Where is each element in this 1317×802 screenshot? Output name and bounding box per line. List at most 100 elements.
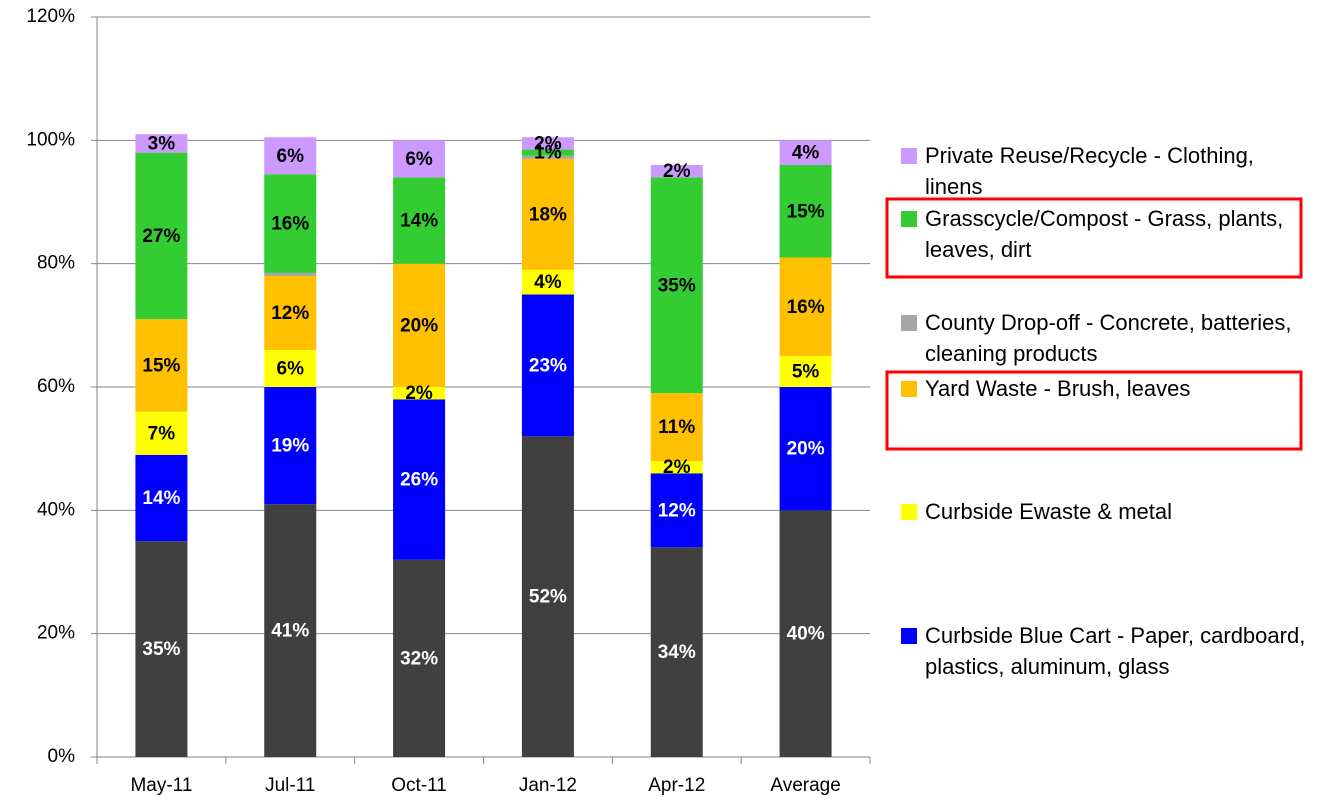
data-label: 20% (787, 439, 825, 460)
data-label: 20% (400, 315, 438, 336)
data-label: 23% (529, 355, 567, 376)
legend-swatch (901, 211, 917, 227)
y-tick-label: 120% (26, 6, 75, 27)
bar-segment (264, 174, 317, 273)
bar-segment (521, 137, 574, 150)
legend-label: Curbside Blue Cart - Paper, cardboard, p… (925, 623, 1306, 679)
bar-segment (135, 152, 188, 320)
legend-swatch (901, 504, 917, 520)
bar-segment (264, 137, 317, 175)
x-tick-label: Jan-12 (519, 775, 577, 796)
data-label: 15% (787, 201, 825, 222)
data-label: 34% (658, 642, 696, 663)
x-tick-label: May-11 (130, 775, 192, 796)
bar-segment (393, 399, 446, 560)
data-label: 14% (400, 211, 438, 232)
legend-label: Private Reuse/Recycle - Clothing, linens (925, 143, 1254, 199)
x-tick-label: Average (770, 775, 840, 796)
data-label: 16% (271, 214, 309, 235)
bar-segment (779, 510, 832, 757)
data-label: 5% (792, 362, 820, 383)
data-label: 18% (529, 204, 567, 225)
bar-segment (264, 387, 317, 505)
x-tick-label: Apr-12 (648, 775, 705, 796)
data-label: 2% (405, 383, 433, 404)
data-label: 12% (271, 303, 309, 324)
data-label: 7% (148, 423, 176, 444)
y-tick-label: 100% (26, 129, 75, 150)
x-tick-label: Jul-11 (265, 775, 315, 796)
y-tick-label: 0% (48, 746, 76, 767)
bar-segment (779, 387, 832, 511)
data-label: 32% (400, 648, 438, 669)
legend-label: Yard Waste - Brush, leaves (925, 376, 1191, 401)
x-tick-label: Oct-11 (391, 775, 447, 796)
legend-label: Curbside Ewaste & metal (925, 499, 1172, 524)
legend-swatch (901, 148, 917, 164)
data-label: 2% (663, 457, 691, 478)
legend-label: Grasscycle/Compost - Grass, plants, leav… (925, 206, 1284, 262)
data-label: 4% (792, 143, 820, 164)
y-tick-label: 40% (37, 499, 75, 520)
bar-segment (779, 140, 832, 165)
bar-segment (521, 158, 574, 270)
bar-segment (650, 177, 703, 394)
bar-segment (521, 269, 574, 295)
bar-segment (521, 436, 574, 757)
y-tick-label: 80% (37, 253, 75, 274)
legend-label: County Drop-off - Concrete, batteries, c… (925, 310, 1292, 366)
bar-segment (135, 411, 188, 455)
legend-swatch (901, 381, 917, 397)
bar-segment (521, 294, 574, 437)
bar-segment (521, 149, 574, 156)
bar-segment (650, 547, 703, 757)
data-label: 16% (787, 297, 825, 318)
y-tick-label: 60% (37, 376, 75, 397)
bar-segment (135, 541, 188, 757)
bar-segment (393, 559, 446, 757)
bar-segment (264, 276, 317, 350)
bar-segment (521, 155, 574, 159)
data-label: 52% (529, 587, 567, 608)
highlight-box (885, 197, 1303, 279)
data-label: 40% (787, 624, 825, 645)
data-label: 4% (534, 272, 562, 293)
bar-segment (135, 319, 188, 412)
highlight-box (885, 370, 1303, 451)
data-label: 11% (658, 417, 695, 438)
data-label: 35% (658, 275, 696, 296)
bar-segment (393, 140, 446, 178)
bar-segment (135, 134, 188, 153)
data-label: 26% (400, 470, 438, 491)
data-label: 2% (663, 161, 691, 182)
bar-segment (393, 263, 446, 387)
bar-segment (650, 393, 703, 461)
bar-segment (135, 454, 188, 542)
data-label: 6% (277, 359, 305, 380)
data-label: 35% (142, 639, 180, 660)
bar-segment (650, 165, 703, 178)
bar-segment (650, 461, 703, 474)
bar-segment (650, 473, 703, 548)
bar-segment (264, 504, 317, 757)
bar-segment (779, 356, 832, 387)
bar-segment (264, 350, 317, 387)
data-label: 15% (142, 355, 180, 376)
data-label: 3% (148, 133, 176, 154)
data-label: 6% (277, 146, 305, 167)
legend-swatch (901, 628, 917, 644)
legend-swatch (901, 315, 917, 331)
y-tick-label: 20% (37, 623, 75, 644)
data-label: 6% (405, 149, 433, 170)
bar-segment (393, 387, 446, 400)
bar-segment (779, 257, 832, 357)
data-label: 12% (658, 500, 696, 521)
bar-segment (264, 272, 317, 276)
data-label: 27% (142, 226, 180, 247)
data-label: 19% (271, 436, 309, 457)
data-label: 14% (142, 488, 180, 509)
bar-segment (393, 177, 446, 264)
bar-segment (779, 165, 832, 258)
